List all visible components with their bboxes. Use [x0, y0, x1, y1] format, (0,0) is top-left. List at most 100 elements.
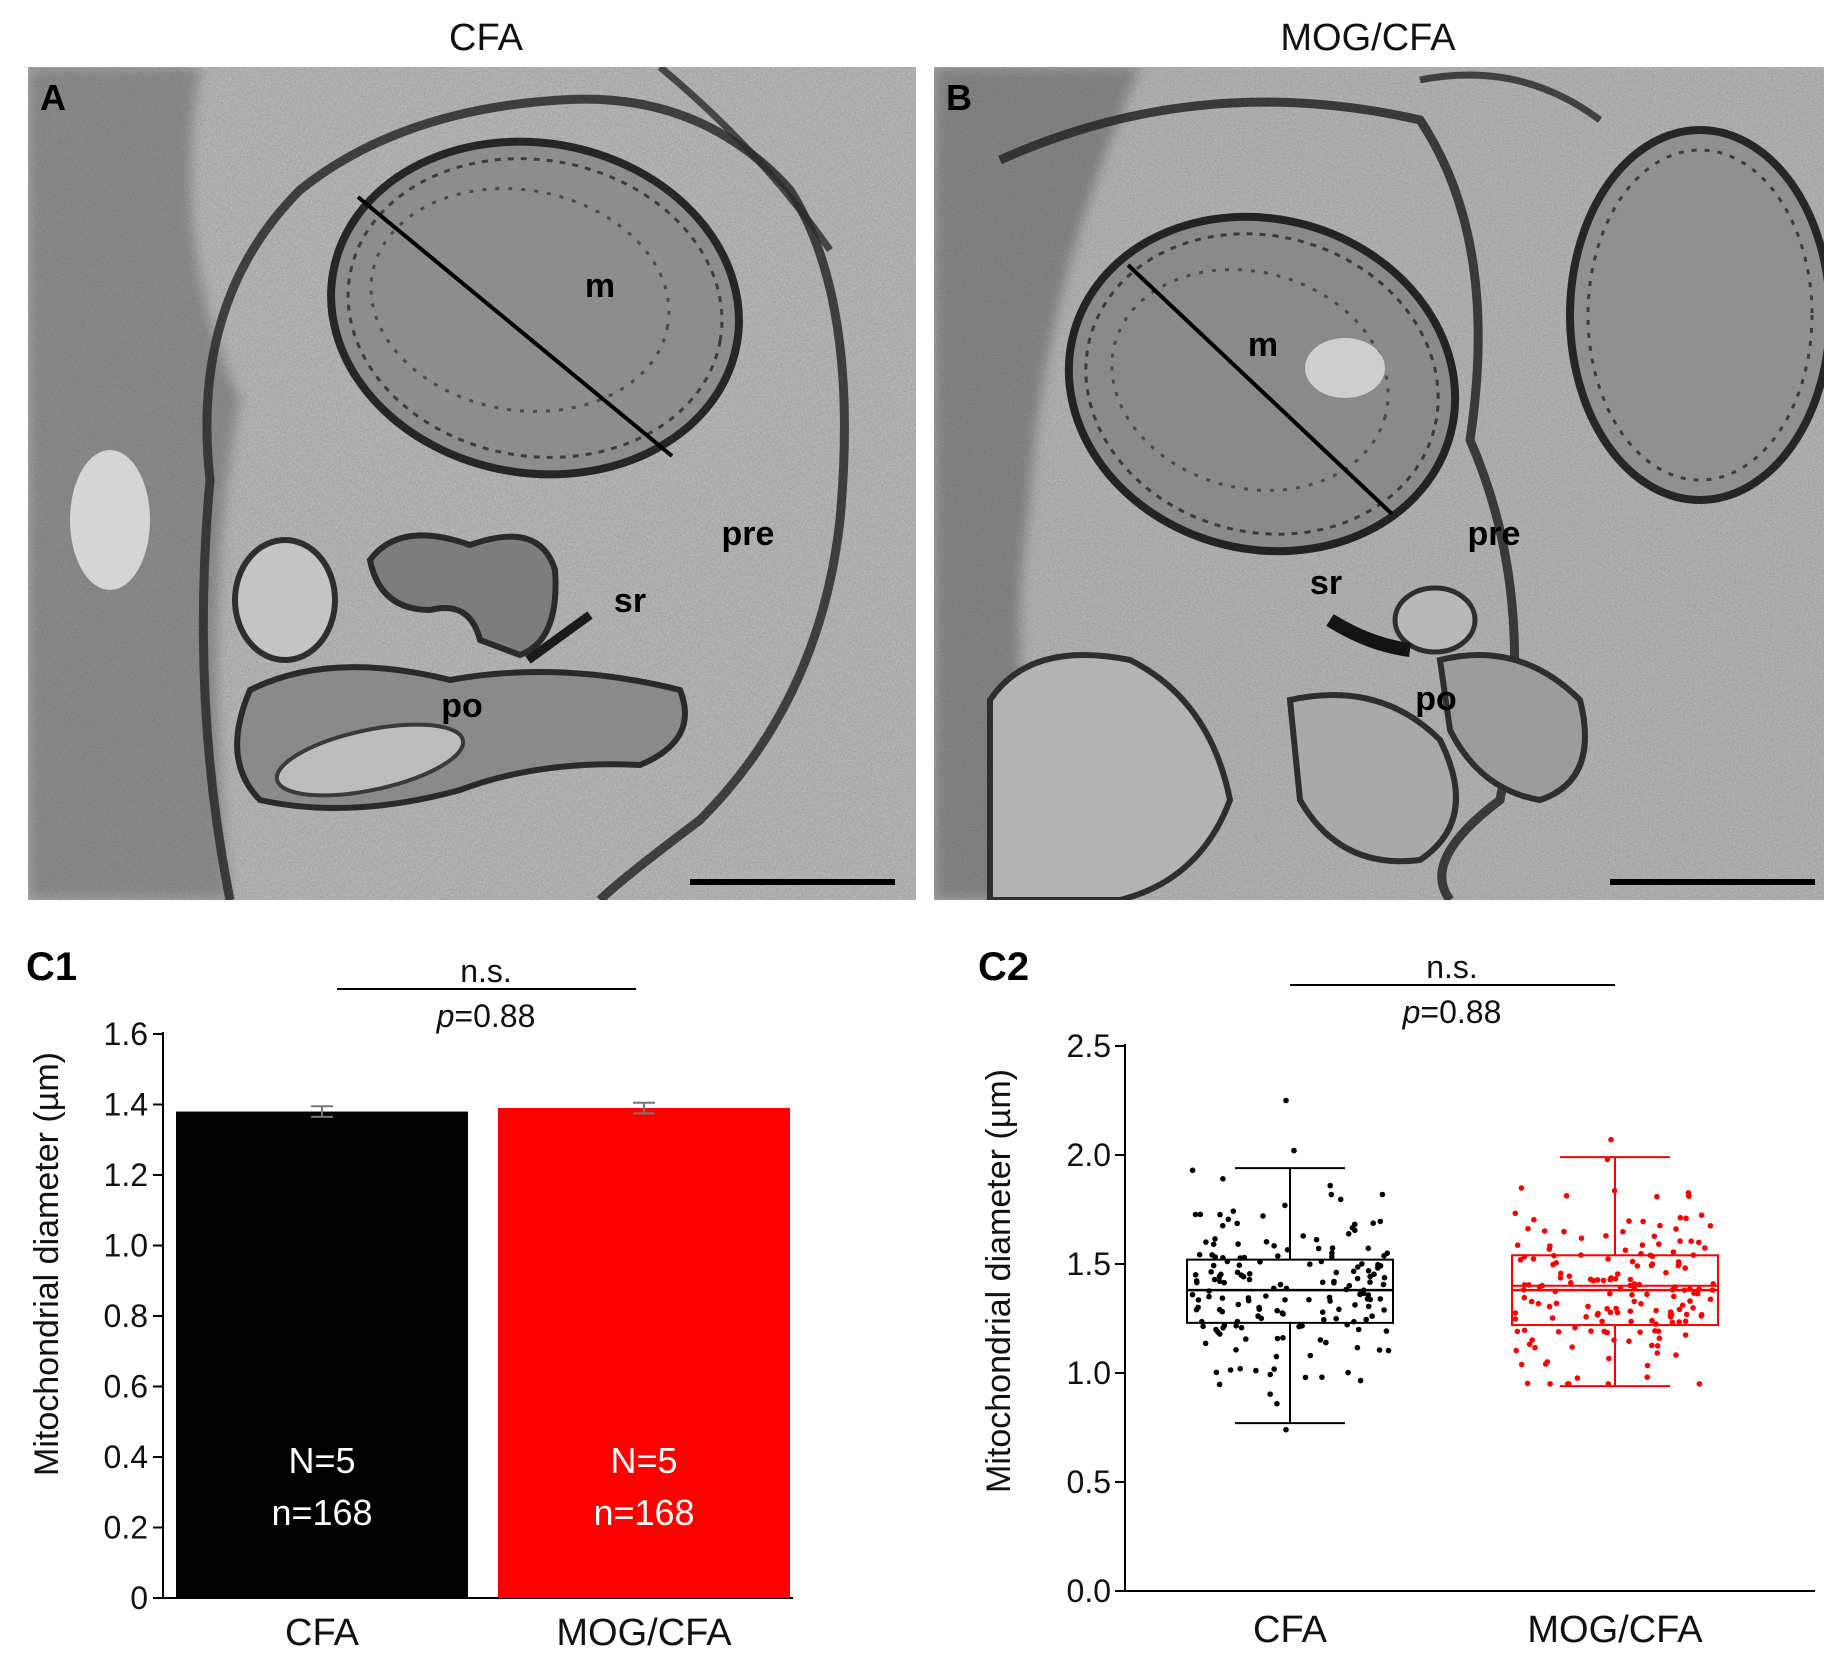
chart-c2-point	[1329, 1254, 1335, 1260]
chart-c2-point	[1682, 1332, 1689, 1338]
chart-c2-point	[1211, 1276, 1218, 1283]
chart-c2-point	[1355, 1326, 1362, 1333]
chart-c2-point	[1627, 1276, 1634, 1283]
chart-c2-point	[1313, 1236, 1320, 1243]
chart-c2-point	[1654, 1343, 1661, 1349]
micrograph-a-panel-label: A	[40, 77, 66, 118]
chart-c2-point	[1651, 1233, 1658, 1240]
chart-c2-point	[1640, 1218, 1646, 1225]
chart-c1-bar-N: N=5	[288, 1440, 355, 1481]
chart-c2-point	[1206, 1288, 1212, 1294]
chart-c2-point	[1627, 1308, 1634, 1314]
chart-c2-point	[1546, 1303, 1553, 1310]
chart-c2-point	[1224, 1258, 1231, 1265]
micrograph-b-label-sr: sr	[1310, 564, 1342, 602]
chart-c2-point	[1352, 1227, 1358, 1234]
chart-c2-point	[1213, 1369, 1220, 1376]
chart-c2-point	[1565, 1381, 1572, 1387]
chart-c2-point	[1351, 1221, 1358, 1228]
chart-c1-p-value: p=0.88	[436, 998, 536, 1034]
chart-c2-point	[1367, 1296, 1373, 1303]
chart-c2-point	[1605, 1256, 1611, 1262]
chart-c2-point	[1319, 1279, 1326, 1286]
chart-c2-point	[1243, 1336, 1249, 1342]
chart-c2-point	[1683, 1311, 1690, 1318]
chart-c2-point	[1282, 1297, 1288, 1303]
chart-c2-point	[1518, 1361, 1525, 1368]
chart-c2-point	[1644, 1374, 1650, 1380]
chart-c2-point	[1197, 1211, 1204, 1218]
chart-c2-point	[1677, 1238, 1683, 1244]
chart-c2-point	[1521, 1282, 1528, 1288]
chart-c2-point	[1607, 1290, 1613, 1297]
chart-c1-bar-n: n=168	[271, 1492, 372, 1533]
chart-c2-point	[1345, 1369, 1351, 1376]
chart-c2-point	[1385, 1347, 1392, 1354]
micrograph-a-title: CFA	[449, 17, 524, 59]
micrograph-b-panel-label: B	[946, 77, 972, 118]
chart-c2-point	[1578, 1235, 1585, 1241]
chart-c2-point	[1206, 1293, 1212, 1300]
chart-c2-point	[1531, 1216, 1537, 1223]
chart-c2-point	[1628, 1318, 1634, 1325]
chart-c2-point	[1200, 1323, 1206, 1330]
chart-c2-point	[1220, 1222, 1226, 1229]
chart-c2-point	[1578, 1252, 1584, 1258]
chart-c2-point	[1193, 1306, 1200, 1313]
chart-c2-point	[1549, 1315, 1556, 1321]
chart-c2-point	[1611, 1337, 1617, 1343]
chart-c2-point	[1256, 1306, 1263, 1312]
chart-c2-point	[1605, 1381, 1612, 1387]
chart-c2-point	[1639, 1242, 1646, 1248]
chart-c2-point	[1682, 1265, 1688, 1271]
chart-c2-point	[1331, 1278, 1337, 1285]
chart-c1-y-tick-label: 1.0	[104, 1228, 148, 1264]
chart-c2-point	[1260, 1213, 1266, 1219]
chart-c2-point	[1257, 1259, 1263, 1265]
chart-c2-point	[1234, 1269, 1241, 1276]
micrograph-a: A m pre sr po	[28, 67, 916, 900]
chart-c2-point	[1319, 1309, 1326, 1315]
chart-c1-y-tick-label: 0	[130, 1580, 148, 1616]
chart-c2-point	[1696, 1286, 1702, 1292]
chart-c2-point	[1563, 1193, 1570, 1199]
chart-c2-point	[1271, 1366, 1277, 1372]
chart-c2-point	[1216, 1381, 1223, 1388]
chart-c2-point	[1203, 1239, 1209, 1245]
chart-c2-point	[1657, 1222, 1663, 1229]
chart-c2-point	[1676, 1261, 1682, 1267]
chart-c2-point	[1638, 1301, 1644, 1307]
chart-c2-point	[1541, 1228, 1548, 1234]
chart-c2-point	[1526, 1282, 1532, 1288]
chart-c2-point	[1631, 1298, 1637, 1305]
chart-c2-point	[1202, 1340, 1209, 1347]
chart-c2-point	[1512, 1210, 1519, 1217]
chart-c2-point	[1583, 1314, 1589, 1320]
chart-c2-point	[1649, 1261, 1656, 1267]
chart-c2-point	[1381, 1253, 1387, 1259]
chart-c2-point	[1351, 1318, 1357, 1325]
chart-c2-point	[1526, 1341, 1533, 1348]
chart-c2-point	[1253, 1367, 1259, 1374]
chart-c2-point	[1588, 1328, 1594, 1334]
chart-c2-point	[1291, 1147, 1297, 1154]
chart-c2-point	[1626, 1218, 1632, 1224]
chart-c2-point	[1611, 1187, 1618, 1194]
chart-c2-point	[1555, 1329, 1562, 1335]
chart-c2-point	[1236, 1262, 1243, 1268]
chart-c2-point	[1594, 1277, 1601, 1283]
chart-c2-point	[1267, 1371, 1273, 1378]
chart-c2-point	[1696, 1381, 1703, 1387]
chart-c2-point	[1566, 1273, 1573, 1279]
chart-c2-p-number: =0.88	[1420, 994, 1501, 1030]
chart-c2-point	[1682, 1318, 1689, 1325]
chart-c1-p-number: =0.88	[454, 998, 535, 1034]
chart-c2-point	[1352, 1302, 1358, 1308]
chart-c2-point	[1698, 1212, 1705, 1218]
chart-c1-y-tick-label: 0.8	[104, 1298, 148, 1334]
chart-c1-p-prefix: p	[436, 998, 455, 1034]
chart-c2-point	[1553, 1300, 1560, 1307]
chart-c2-point	[1370, 1220, 1376, 1226]
chart-c2-point	[1649, 1342, 1655, 1349]
